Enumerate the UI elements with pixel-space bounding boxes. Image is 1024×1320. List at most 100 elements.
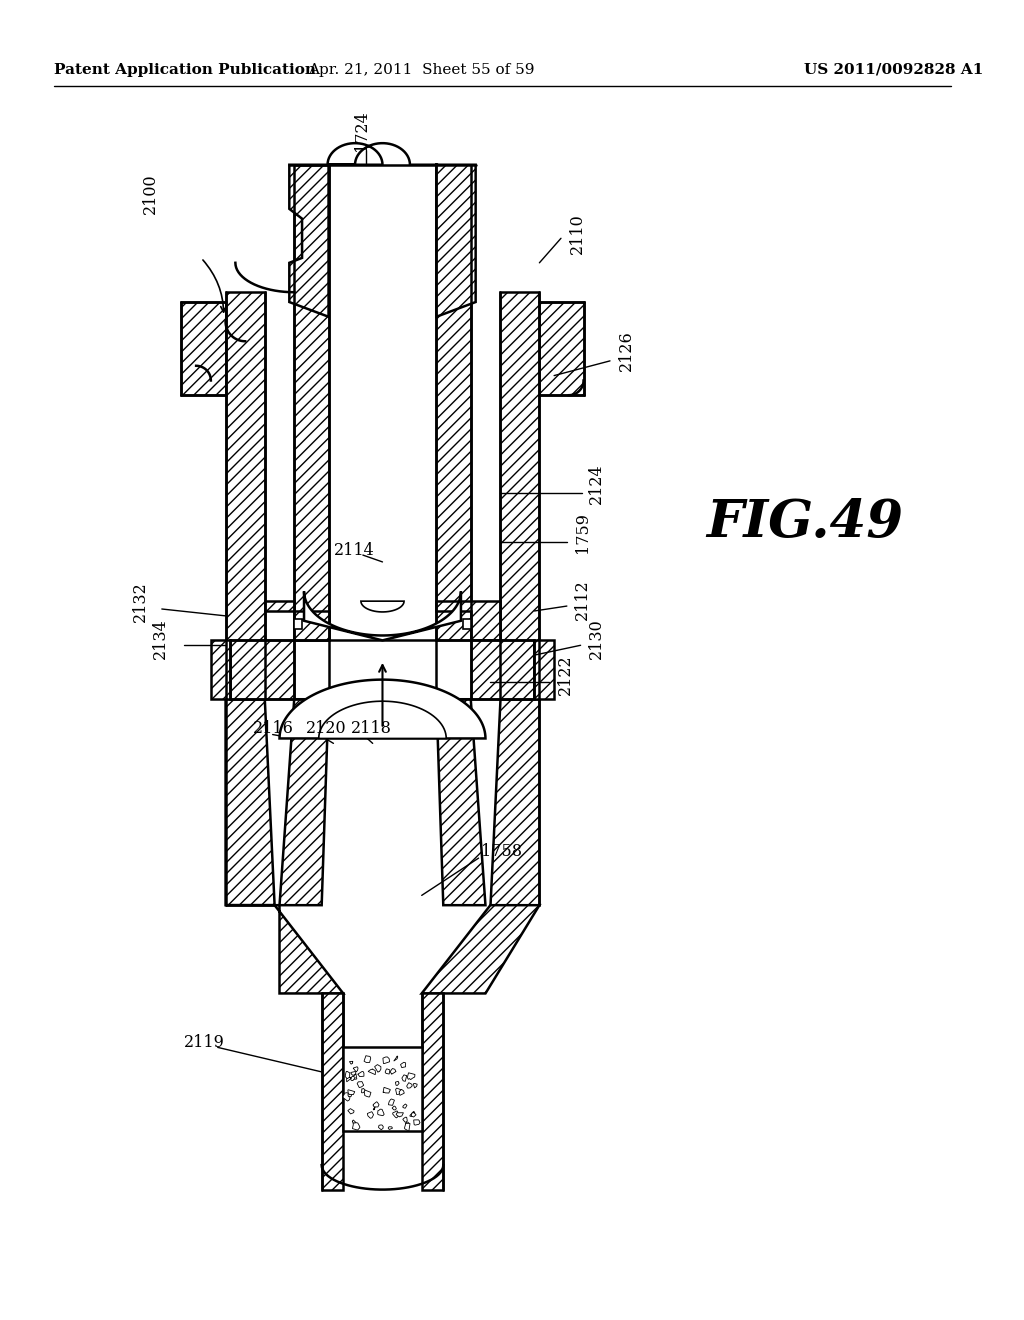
Polygon shape: [352, 1119, 356, 1123]
Polygon shape: [348, 1090, 354, 1094]
Polygon shape: [348, 1093, 351, 1097]
Polygon shape: [368, 1111, 374, 1118]
Polygon shape: [365, 1056, 371, 1063]
Text: 2120: 2120: [306, 721, 346, 737]
Polygon shape: [408, 1073, 415, 1080]
Bar: [329, 165, 436, 700]
Text: 2126: 2126: [617, 331, 635, 371]
Polygon shape: [322, 994, 343, 1189]
Polygon shape: [357, 1072, 364, 1077]
Text: Apr. 21, 2011  Sheet 55 of 59: Apr. 21, 2011 Sheet 55 of 59: [308, 62, 535, 77]
Text: 2110: 2110: [568, 213, 586, 253]
Polygon shape: [392, 1111, 398, 1118]
Polygon shape: [395, 1081, 399, 1085]
Polygon shape: [304, 591, 461, 640]
Polygon shape: [400, 1063, 406, 1068]
Polygon shape: [280, 700, 329, 906]
Text: 2124: 2124: [589, 463, 605, 504]
Bar: [343, 1047, 422, 1131]
Polygon shape: [383, 1088, 390, 1093]
Text: 1759: 1759: [573, 512, 591, 553]
Polygon shape: [388, 1127, 392, 1130]
Polygon shape: [500, 292, 540, 700]
Polygon shape: [353, 1067, 358, 1072]
Polygon shape: [225, 700, 274, 906]
Text: 2114: 2114: [334, 541, 374, 558]
Polygon shape: [280, 680, 485, 738]
Polygon shape: [401, 1074, 407, 1081]
Polygon shape: [351, 1072, 356, 1076]
Polygon shape: [348, 1109, 354, 1114]
Polygon shape: [396, 1113, 403, 1117]
Polygon shape: [265, 601, 329, 640]
Polygon shape: [390, 1068, 396, 1074]
Polygon shape: [318, 701, 446, 738]
Polygon shape: [349, 1061, 353, 1064]
Polygon shape: [471, 640, 535, 700]
Polygon shape: [290, 165, 329, 317]
Bar: [463, 619, 471, 628]
Polygon shape: [436, 700, 485, 906]
Polygon shape: [436, 165, 471, 640]
Polygon shape: [375, 1065, 381, 1072]
Polygon shape: [365, 1090, 371, 1097]
Text: 1724: 1724: [353, 110, 370, 150]
Polygon shape: [407, 1082, 413, 1088]
Polygon shape: [379, 1125, 383, 1130]
Polygon shape: [383, 1057, 389, 1064]
Polygon shape: [392, 1106, 396, 1110]
Polygon shape: [414, 1084, 417, 1088]
Polygon shape: [346, 1077, 351, 1082]
Bar: [329, 700, 436, 906]
Polygon shape: [412, 1113, 416, 1117]
Polygon shape: [410, 1111, 415, 1117]
Text: 2119: 2119: [184, 1034, 225, 1051]
Polygon shape: [378, 1109, 384, 1115]
Polygon shape: [490, 700, 540, 906]
Polygon shape: [414, 1119, 420, 1125]
Polygon shape: [373, 1106, 375, 1110]
Polygon shape: [361, 1089, 366, 1093]
Text: 2118: 2118: [351, 721, 392, 737]
Polygon shape: [225, 292, 265, 700]
Polygon shape: [352, 1123, 359, 1130]
Polygon shape: [395, 1088, 401, 1094]
Polygon shape: [357, 1081, 364, 1088]
Text: US 2011/0092828 A1: US 2011/0092828 A1: [804, 62, 984, 77]
Polygon shape: [230, 640, 294, 700]
Text: 2100: 2100: [142, 174, 159, 214]
Polygon shape: [360, 601, 404, 612]
Polygon shape: [399, 1089, 404, 1096]
Text: 2130: 2130: [589, 618, 605, 659]
Bar: [535, 640, 554, 700]
Polygon shape: [368, 1069, 376, 1074]
Bar: [294, 619, 302, 628]
Text: 2122: 2122: [557, 655, 574, 696]
Polygon shape: [422, 906, 540, 994]
Text: FIG.49: FIG.49: [707, 498, 903, 548]
Polygon shape: [388, 1100, 394, 1105]
Text: 1758: 1758: [480, 842, 521, 859]
Polygon shape: [294, 165, 329, 640]
Polygon shape: [540, 302, 584, 395]
Polygon shape: [352, 1074, 356, 1080]
Polygon shape: [436, 165, 476, 317]
Bar: [211, 640, 230, 700]
Polygon shape: [181, 302, 225, 395]
Polygon shape: [402, 1117, 408, 1122]
Polygon shape: [385, 1069, 390, 1074]
Polygon shape: [406, 1122, 409, 1126]
Polygon shape: [402, 1104, 407, 1109]
Polygon shape: [350, 1076, 355, 1081]
Text: Patent Application Publication: Patent Application Publication: [54, 62, 316, 77]
Polygon shape: [345, 1072, 350, 1078]
Polygon shape: [394, 1056, 397, 1061]
Polygon shape: [422, 994, 443, 1189]
Text: 2134: 2134: [152, 618, 169, 659]
Text: 2112: 2112: [573, 578, 591, 619]
Text: 2132: 2132: [132, 581, 150, 622]
Polygon shape: [225, 906, 343, 994]
Polygon shape: [343, 1093, 350, 1101]
Polygon shape: [404, 1123, 410, 1131]
Text: 2116: 2116: [253, 721, 294, 737]
